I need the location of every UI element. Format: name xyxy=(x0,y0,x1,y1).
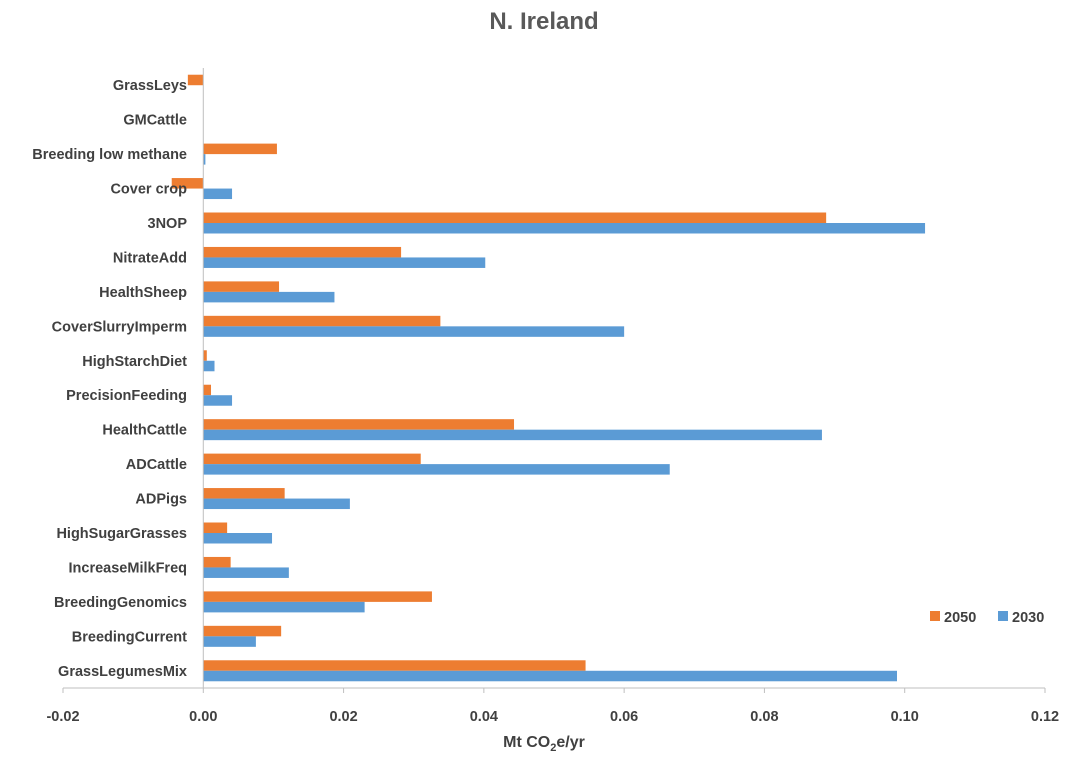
bar-2030-highstarchdiet xyxy=(203,360,215,372)
bar-2030-adcattle xyxy=(203,464,670,475)
x-axis-label-suffix: e/yr xyxy=(556,734,585,751)
x-tick-label: 0.12 xyxy=(1031,709,1059,725)
bar-2050-healthsheep xyxy=(203,281,280,292)
x-tick-label: 0.08 xyxy=(750,709,778,725)
category-label: NitrateAdd xyxy=(113,250,187,266)
bar-2030-cover-crop xyxy=(203,188,233,200)
x-axis-label-prefix: Mt CO xyxy=(503,734,551,751)
bars-layer xyxy=(171,74,926,682)
bar-2030-breedinggenomics xyxy=(203,601,365,613)
bar-2030-grasslegumesmix xyxy=(203,670,897,682)
legend-swatch-2050 xyxy=(930,611,940,621)
category-label: HighSugarGrasses xyxy=(56,526,187,542)
x-tick-label: -0.02 xyxy=(46,709,79,725)
bar-2050-breeding-low-methane xyxy=(203,143,277,155)
bar-2050-coverslurryimperm xyxy=(203,315,441,327)
x-axis-label: Mt CO2e/yr xyxy=(0,734,1066,754)
x-tick-label: 0.06 xyxy=(610,709,638,725)
bar-2050-3nop xyxy=(203,212,827,223)
category-label: HealthCattle xyxy=(102,423,187,439)
x-ticks-layer: -0.02 0.00 0.02 0.04 0.06 0.08 0.10 0.12 xyxy=(46,688,1059,725)
bar-2030-increasemilkfreq xyxy=(203,567,289,578)
category-label: BreedingCurrent xyxy=(72,629,187,645)
bar-2050-increasemilkfreq xyxy=(203,556,231,568)
category-label: ADCattle xyxy=(126,457,187,473)
category-label: GMCattle xyxy=(123,113,187,129)
x-tick-label: 0.00 xyxy=(189,709,217,725)
category-label: IncreaseMilkFreq xyxy=(69,560,187,576)
legend-label-2050: 2050 xyxy=(944,610,976,626)
bar-2030-healthcattle xyxy=(203,429,822,441)
bar-2030-breedingcurrent xyxy=(203,636,256,647)
bar-2030-breeding-low-methane xyxy=(203,154,206,165)
bar-2050-healthcattle xyxy=(203,419,515,430)
legend-label-2030: 2030 xyxy=(1012,610,1044,626)
x-axis-label-subscript: 2 xyxy=(550,742,557,755)
bar-2050-highsugargrasses xyxy=(203,522,228,533)
bar-2030-nitrateadd xyxy=(203,257,486,268)
bar-2050-breedingcurrent xyxy=(203,625,282,637)
category-label: GrassLeys xyxy=(113,78,187,94)
legend-swatch-2030 xyxy=(998,611,1008,621)
category-label: PrecisionFeeding xyxy=(66,388,187,404)
bar-2050-precisionfeeding xyxy=(203,384,212,396)
legend: 2050 2030 xyxy=(930,610,1044,626)
category-label: BreedingGenomics xyxy=(54,595,187,611)
category-label: HighStarchDiet xyxy=(82,354,187,370)
chart-title: N. Ireland xyxy=(489,8,599,35)
x-tick-label: 0.10 xyxy=(891,709,919,725)
category-label: CoverSlurryImperm xyxy=(52,319,187,335)
bar-2030-adpigs xyxy=(203,498,350,510)
bar-2030-3nop xyxy=(203,223,926,234)
bar-2050-breedinggenomics xyxy=(203,591,432,602)
category-label: 3NOP xyxy=(148,216,188,232)
bar-2050-nitrateadd xyxy=(203,246,402,258)
bar-2030-healthsheep xyxy=(203,291,335,303)
bar-2050-highstarchdiet xyxy=(203,350,207,361)
bar-2050-grassleys xyxy=(187,74,204,86)
category-labels-layer: GrassLeys GMCattle Breeding low methane Cov… xyxy=(32,78,187,680)
bar-2050-adpigs xyxy=(203,488,285,499)
bar-2030-precisionfeeding xyxy=(203,395,233,406)
bar-2050-cover-crop xyxy=(171,178,204,189)
x-tick-label: 0.04 xyxy=(470,709,498,725)
category-label: Cover crop xyxy=(110,182,187,198)
category-label: HealthSheep xyxy=(99,285,187,301)
bar-2030-coverslurryimperm xyxy=(203,326,625,337)
bar-2050-adcattle xyxy=(203,453,421,465)
bar-2030-highsugargrasses xyxy=(203,533,273,544)
category-label: ADPigs xyxy=(135,492,187,508)
x-tick-label: 0.02 xyxy=(329,709,357,725)
category-label: Breeding low methane xyxy=(32,147,187,163)
category-label: GrassLegumesMix xyxy=(58,664,187,680)
bar-2050-grasslegumesmix xyxy=(203,660,586,671)
